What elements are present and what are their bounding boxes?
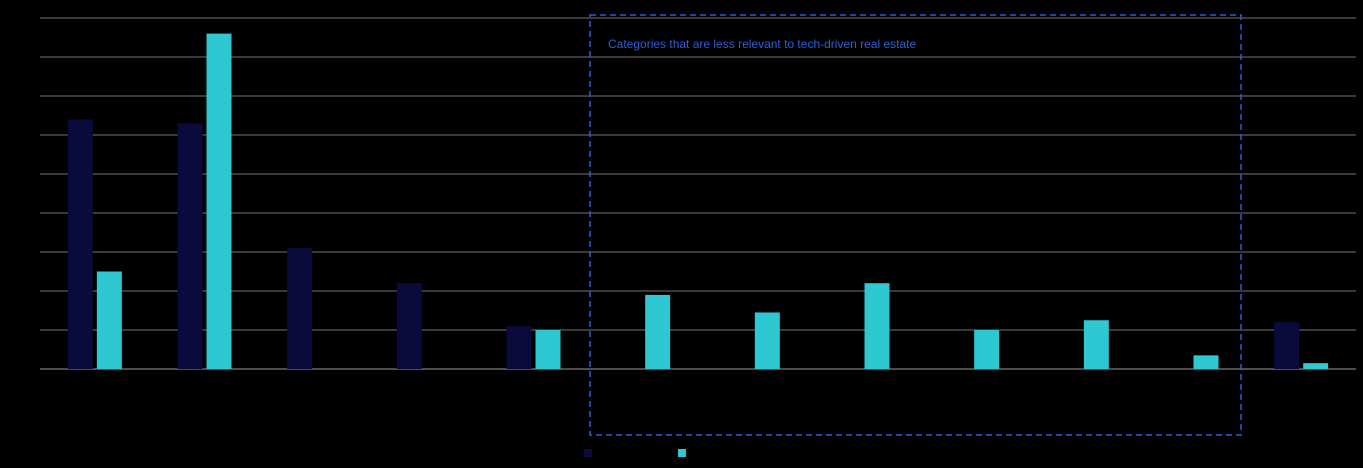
bar-dark: [287, 248, 313, 369]
bar-cyan: [1303, 363, 1329, 369]
legend: [584, 449, 686, 457]
bar-dark: [396, 283, 422, 369]
gridlines: [40, 17, 1356, 370]
bar-cyan: [974, 330, 1000, 369]
bar-cyan: [645, 294, 671, 369]
legend-swatch-dark: [584, 449, 592, 457]
annotation-text: Categories that are less relevant to tec…: [608, 37, 916, 51]
bar-dark: [67, 119, 93, 370]
bar-dark: [506, 326, 532, 369]
bar-cyan: [535, 330, 561, 369]
bar-dark: [177, 123, 203, 369]
bar-cyan: [206, 33, 232, 369]
legend-swatch-cyan: [678, 449, 686, 457]
bar-cyan: [96, 271, 122, 369]
bar-cyan: [864, 283, 890, 369]
annotation-box: [589, 14, 1242, 436]
bar-cyan: [754, 312, 780, 369]
bar-cyan: [1083, 320, 1109, 369]
bar-cyan: [1193, 355, 1219, 369]
bars: [67, 33, 1329, 370]
bar-dark: [1274, 322, 1300, 369]
